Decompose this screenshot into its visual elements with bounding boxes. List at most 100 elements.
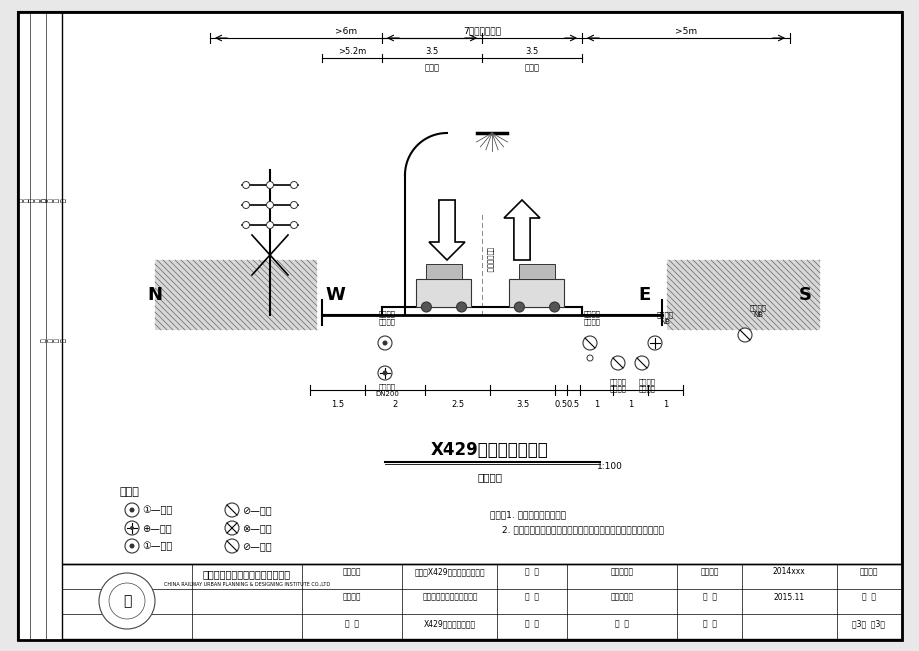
Circle shape xyxy=(378,336,391,350)
Text: 比  例: 比 例 xyxy=(702,620,716,628)
Circle shape xyxy=(125,539,139,553)
Circle shape xyxy=(290,202,297,208)
Text: ⊘—通信: ⊘—通信 xyxy=(242,541,271,551)
Circle shape xyxy=(549,302,559,312)
Circle shape xyxy=(125,521,139,535)
Circle shape xyxy=(125,503,139,517)
Polygon shape xyxy=(428,200,464,260)
Text: 现状电信
（废弃）: 现状电信 （废弃） xyxy=(583,311,600,325)
Text: N: N xyxy=(147,286,163,304)
Text: 行车道: 行车道 xyxy=(524,64,539,72)
Text: 工程编号: 工程编号 xyxy=(700,568,719,577)
Circle shape xyxy=(225,539,239,553)
Circle shape xyxy=(737,328,751,342)
Bar xyxy=(425,264,461,279)
Bar xyxy=(62,12,901,564)
Text: W: W xyxy=(324,286,345,304)
Circle shape xyxy=(243,202,249,208)
Circle shape xyxy=(267,182,273,189)
Text: >6m: >6m xyxy=(335,27,357,36)
Text: 专业负责人: 专业负责人 xyxy=(610,592,633,602)
Text: 设
计
号: 设 计 号 xyxy=(28,198,47,202)
Text: 2014xxx: 2014xxx xyxy=(772,568,804,577)
Text: 图例：: 图例： xyxy=(119,487,140,497)
Text: 现状给水
DN200: 现状给水 DN200 xyxy=(375,383,399,396)
Text: 图  号: 图 号 xyxy=(861,592,875,602)
Circle shape xyxy=(130,544,134,549)
Circle shape xyxy=(378,366,391,380)
Text: >5.2m: >5.2m xyxy=(337,48,366,57)
Text: ①—污水: ①—污水 xyxy=(142,505,172,515)
Circle shape xyxy=(456,302,466,312)
Text: 校  对: 校 对 xyxy=(614,620,629,628)
Text: 北航电缆
NB: 北航电缆 NB xyxy=(656,311,673,325)
Circle shape xyxy=(290,182,297,189)
Text: 芜湖市重点工程建设管理局: 芜湖市重点工程建设管理局 xyxy=(422,592,477,602)
Text: 3.5: 3.5 xyxy=(516,400,528,409)
Circle shape xyxy=(225,521,239,535)
Text: 0.5: 0.5 xyxy=(566,400,580,409)
Circle shape xyxy=(583,336,596,350)
Circle shape xyxy=(382,370,387,376)
Bar xyxy=(18,12,30,640)
Circle shape xyxy=(586,355,593,361)
Bar xyxy=(46,12,62,640)
Text: 1:100: 1:100 xyxy=(596,462,622,471)
Circle shape xyxy=(243,182,249,189)
Text: 审  核: 审 核 xyxy=(525,592,539,602)
Circle shape xyxy=(99,573,154,629)
Bar xyxy=(518,264,554,279)
Text: 行车道: 行车道 xyxy=(424,64,439,72)
Text: 现状移动
（废弃）: 现状移动 （废弃） xyxy=(638,378,654,392)
Text: 审
定
审
核: 审 定 审 核 xyxy=(41,338,66,342)
Text: 图  名: 图 名 xyxy=(345,620,358,628)
Text: 现状断面: 现状断面 xyxy=(477,472,502,482)
Circle shape xyxy=(225,503,239,517)
Text: 现状移动
（废弃）: 现状移动 （废弃） xyxy=(378,311,395,325)
Text: 现状道路中线: 现状道路中线 xyxy=(486,247,493,273)
Circle shape xyxy=(610,356,624,370)
Text: 1: 1 xyxy=(663,400,667,409)
Text: 第3页  关3页: 第3页 关3页 xyxy=(852,620,885,628)
Text: 现状有限
（废弃）: 现状有限 （废弃） xyxy=(608,378,626,392)
Text: 1.5: 1.5 xyxy=(331,400,344,409)
Bar xyxy=(666,260,819,330)
Circle shape xyxy=(267,221,273,229)
Text: E: E xyxy=(638,286,651,304)
Text: ⊘—燃气: ⊘—燃气 xyxy=(242,505,271,515)
Text: 审  定: 审 定 xyxy=(525,568,539,577)
Circle shape xyxy=(514,302,524,312)
Text: 中铁城市规划设计研究院有限公司: 中铁城市规划设计研究院有限公司 xyxy=(203,569,290,579)
Text: 监
理
审
查: 监 理 审 查 xyxy=(41,198,66,202)
Circle shape xyxy=(243,221,249,229)
Text: 3.5: 3.5 xyxy=(525,48,538,57)
Text: >5m: >5m xyxy=(675,27,697,36)
Text: 2015.11: 2015.11 xyxy=(773,592,804,602)
Text: 2. 本图仅为现状典型路段的管线断面图，现状管线以物探图为准。: 2. 本图仅为现状典型路段的管线断面图，现状管线以物探图为准。 xyxy=(502,525,664,534)
Polygon shape xyxy=(504,200,539,260)
Text: X429现状管线断面图: X429现状管线断面图 xyxy=(424,620,475,628)
Text: 说明：1. 本图尺寸均以米计。: 说明：1. 本图尺寸均以米计。 xyxy=(490,510,565,519)
Text: CHINA RAILWAY URBAN PLANNING & DESIGNING INSTITUTE CO.,LTD: CHINA RAILWAY URBAN PLANNING & DESIGNING… xyxy=(164,581,330,587)
Text: 1: 1 xyxy=(627,400,632,409)
Text: 设计阶段: 设计阶段 xyxy=(859,568,878,577)
Text: 2: 2 xyxy=(391,400,397,409)
Circle shape xyxy=(108,583,145,619)
Text: 3.5: 3.5 xyxy=(425,48,438,57)
Circle shape xyxy=(421,302,431,312)
Text: 🔵: 🔵 xyxy=(122,594,131,608)
Circle shape xyxy=(647,336,662,350)
Text: 云浮市X429市政管线配套工程: 云浮市X429市政管线配套工程 xyxy=(414,568,485,577)
Text: 建设单位: 建设单位 xyxy=(343,592,361,602)
Text: 日  期: 日 期 xyxy=(702,592,716,602)
Text: 7（现状宽度）: 7（现状宽度） xyxy=(462,27,501,36)
Circle shape xyxy=(130,508,134,512)
Text: 2.5: 2.5 xyxy=(450,400,463,409)
Bar xyxy=(416,279,471,307)
Text: 设  计: 设 计 xyxy=(525,620,539,628)
Bar xyxy=(509,279,564,307)
Circle shape xyxy=(634,356,648,370)
Text: 工
段: 工 段 xyxy=(18,198,30,202)
Text: S: S xyxy=(798,286,811,304)
Bar xyxy=(62,564,901,639)
